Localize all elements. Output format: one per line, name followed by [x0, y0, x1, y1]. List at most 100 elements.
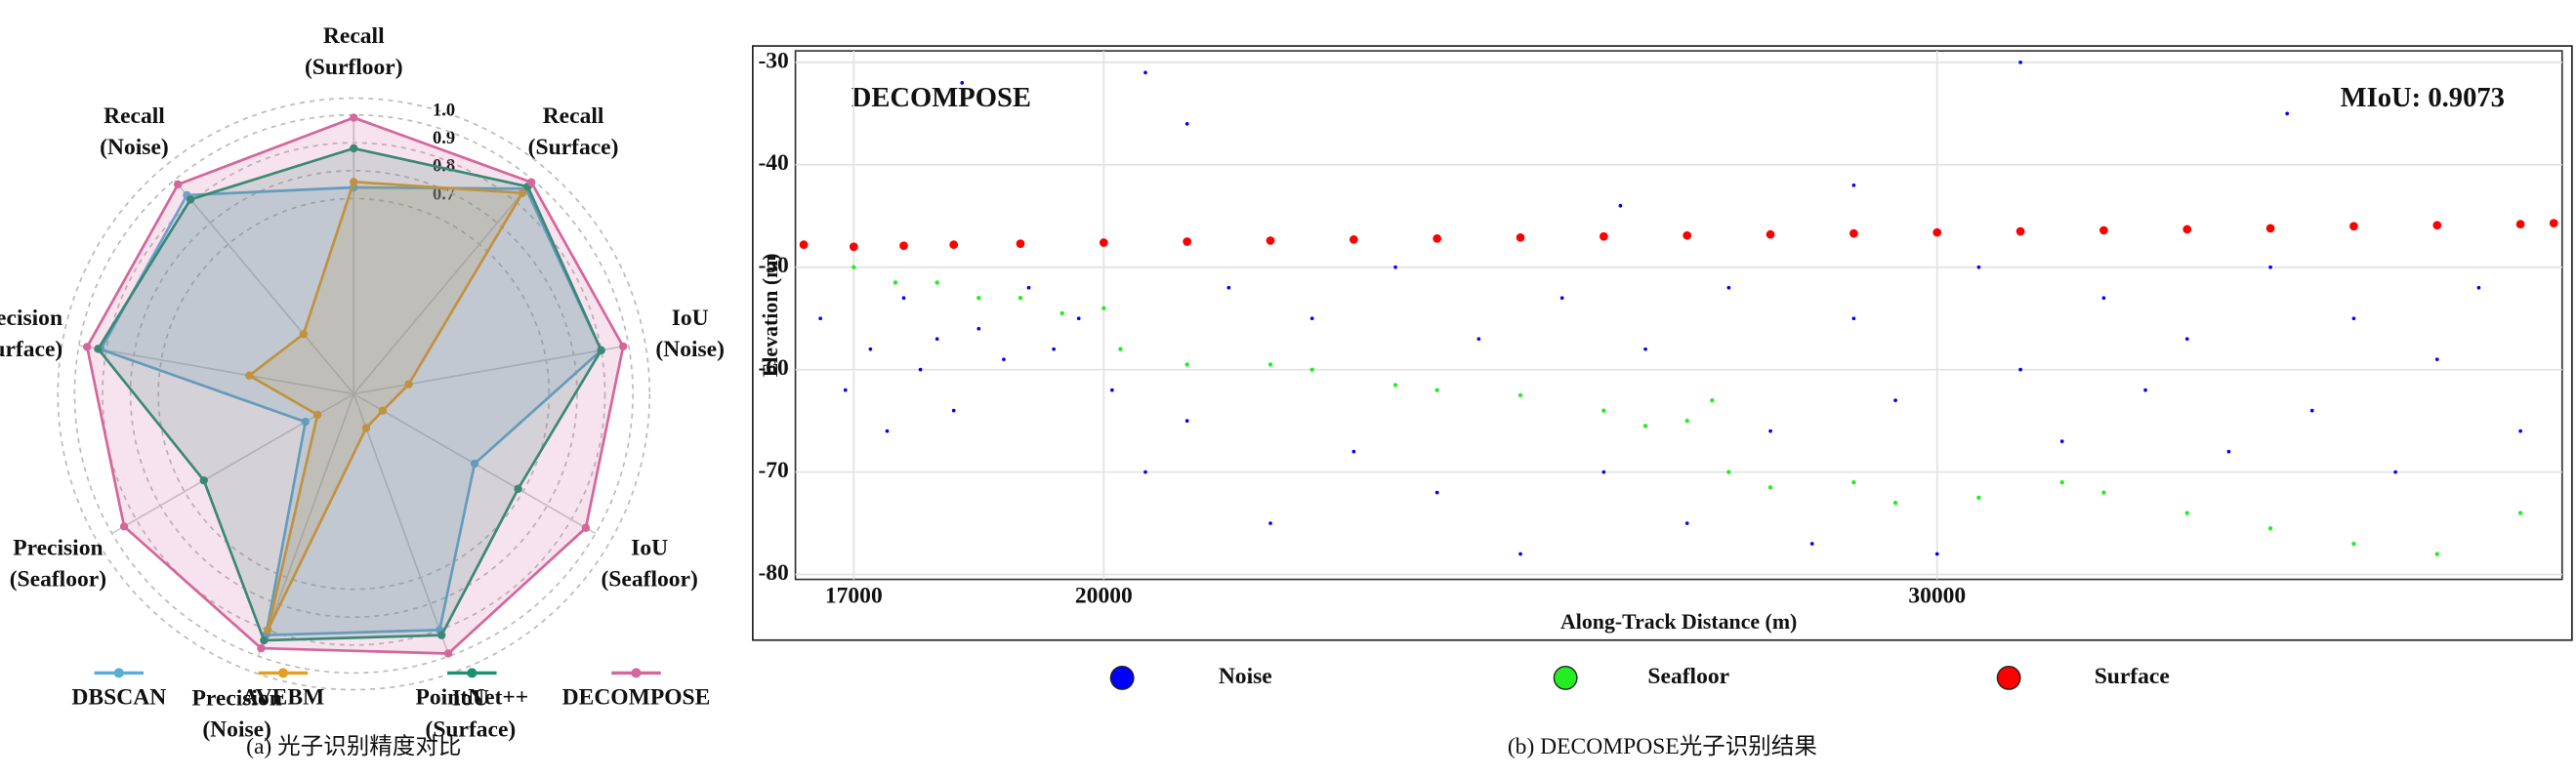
legend-label: Seafloor — [1647, 664, 1729, 689]
data-point — [2184, 337, 2189, 342]
axis-label: (Seafloor) — [10, 567, 106, 593]
data-point — [1809, 542, 1814, 546]
axis-label: (Noise) — [202, 717, 271, 742]
axis-label: IoU — [631, 536, 668, 561]
legend-label: AVEBM — [242, 685, 325, 711]
data-point — [1934, 552, 1939, 556]
data-point — [1110, 388, 1114, 392]
data-point — [949, 240, 959, 250]
data-point — [2285, 111, 2290, 116]
axis-label: (Seafloor) — [601, 567, 697, 593]
axis-label: (Surface) — [528, 135, 619, 160]
spoke — [257, 393, 355, 657]
axis-label: (Surfloor) — [305, 55, 403, 80]
spoke — [78, 345, 354, 395]
data-point — [2267, 526, 2273, 531]
series-point — [597, 346, 605, 355]
r-tick-label: 1.0 — [433, 101, 455, 120]
data-point — [1851, 183, 1856, 187]
data-point — [2515, 220, 2525, 229]
data-point — [1434, 490, 1439, 495]
y-tick-label: -80 — [758, 560, 788, 586]
data-point — [901, 296, 906, 301]
legend-label: DBSCAN — [71, 685, 166, 711]
spoke — [353, 180, 534, 395]
series-point — [581, 523, 591, 532]
series-point — [301, 417, 310, 427]
x-tick-label: 20000 — [1075, 583, 1133, 608]
data-point — [1726, 470, 1731, 474]
data-point — [1766, 229, 1775, 239]
data-point — [2059, 479, 2064, 485]
series-point — [437, 631, 446, 639]
spoke — [111, 392, 354, 535]
x-tick-label: 30000 — [1908, 583, 1966, 608]
legend-marker — [1553, 665, 1578, 690]
data-point — [1684, 521, 1689, 525]
data-point — [1002, 357, 1006, 362]
series-area — [85, 116, 625, 655]
data-point — [1642, 424, 1648, 429]
data-point — [2059, 439, 2064, 443]
data-point — [1099, 238, 1108, 247]
data-point — [2018, 367, 2022, 372]
annotation: MIoU: 0.9073 — [2341, 83, 2505, 113]
data-point — [1309, 367, 1314, 372]
series-point — [378, 406, 388, 415]
data-point — [1643, 347, 1647, 351]
spoke — [353, 345, 629, 395]
data-point — [1768, 429, 1772, 433]
data-point — [1392, 383, 1398, 388]
data-point — [2265, 224, 2275, 233]
data-point — [951, 408, 956, 413]
data-point — [935, 280, 939, 285]
legend-marker — [631, 668, 642, 678]
data-point — [1183, 237, 1192, 246]
data-point — [2476, 285, 2481, 290]
data-point — [1892, 500, 1898, 506]
data-point — [1268, 521, 1272, 525]
data-point — [1601, 408, 1606, 413]
series-point — [264, 626, 272, 635]
series-point — [526, 178, 536, 186]
series-point — [514, 484, 522, 493]
legend-marker — [113, 668, 124, 678]
series-point — [245, 371, 254, 380]
series-point — [312, 410, 322, 420]
data-point — [1351, 449, 1356, 454]
legend-label: PointNet++ — [415, 685, 528, 711]
data-point — [1893, 398, 1897, 402]
data-point — [2015, 226, 2025, 236]
data-point — [893, 280, 898, 285]
series-point — [199, 475, 208, 485]
axis-label: Recall — [104, 103, 165, 129]
data-point — [1518, 552, 1522, 556]
data-point — [1184, 362, 1189, 367]
data-point — [960, 81, 965, 85]
data-point — [1767, 485, 1773, 490]
data-point — [2349, 222, 2358, 231]
data-point — [1052, 347, 1056, 351]
spoke — [353, 393, 450, 657]
data-point — [976, 296, 981, 301]
data-point — [849, 242, 858, 252]
series-point — [470, 459, 479, 469]
data-point — [818, 316, 823, 321]
data-point — [2184, 511, 2189, 515]
plot-area — [794, 50, 2563, 581]
data-point — [2351, 316, 2356, 321]
data-point — [2226, 449, 2231, 454]
axis-label: Recall — [323, 23, 385, 49]
axis-label: (Noise) — [100, 135, 169, 160]
data-point — [1101, 306, 1106, 310]
series-area — [246, 180, 525, 631]
series-point — [299, 330, 309, 339]
data-point — [1266, 236, 1275, 245]
axis-label: IoU — [672, 306, 709, 331]
y-tick-label: -50 — [758, 253, 788, 278]
data-point — [1683, 230, 1692, 240]
axis-label: Recall — [543, 103, 604, 129]
data-point — [1618, 203, 1623, 208]
series-point — [350, 143, 358, 153]
